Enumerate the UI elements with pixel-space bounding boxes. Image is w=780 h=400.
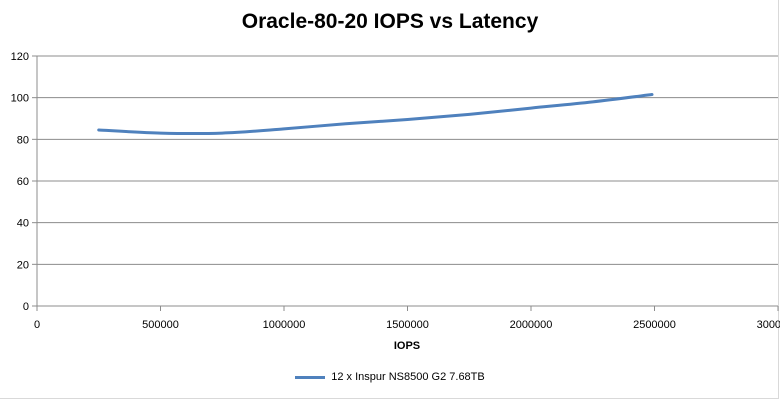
y-tick-label: 100 xyxy=(11,93,29,105)
legend-swatch xyxy=(295,375,326,379)
y-tick-label: 80 xyxy=(17,134,29,146)
x-axis-label: IOPS xyxy=(394,340,420,352)
y-tick-label: 0 xyxy=(23,301,29,313)
legend-label: 12 x Inspur NS8500 G2 7.68TB xyxy=(331,371,485,383)
x-tick-label: 3000000 xyxy=(757,319,780,331)
x-tick-label: 500000 xyxy=(142,319,179,331)
y-tick-label: 40 xyxy=(17,218,29,230)
chart-title: Oracle-80-20 IOPS vs Latency xyxy=(241,10,539,33)
chart-legend: 12 x Inspur NS8500 G2 7.68TB xyxy=(0,371,780,383)
series-line xyxy=(97,93,654,136)
y-tick-label: 20 xyxy=(17,259,29,271)
x-tick-label: 1500000 xyxy=(386,319,429,331)
x-tick-label: 2000000 xyxy=(510,319,553,331)
x-tick-label: 0 xyxy=(34,319,40,331)
y-tick-label: 60 xyxy=(17,176,29,188)
x-tick-label: 1000000 xyxy=(263,319,306,331)
x-tick-label: 2500000 xyxy=(633,319,676,331)
y-tick-label: 120 xyxy=(11,51,29,63)
